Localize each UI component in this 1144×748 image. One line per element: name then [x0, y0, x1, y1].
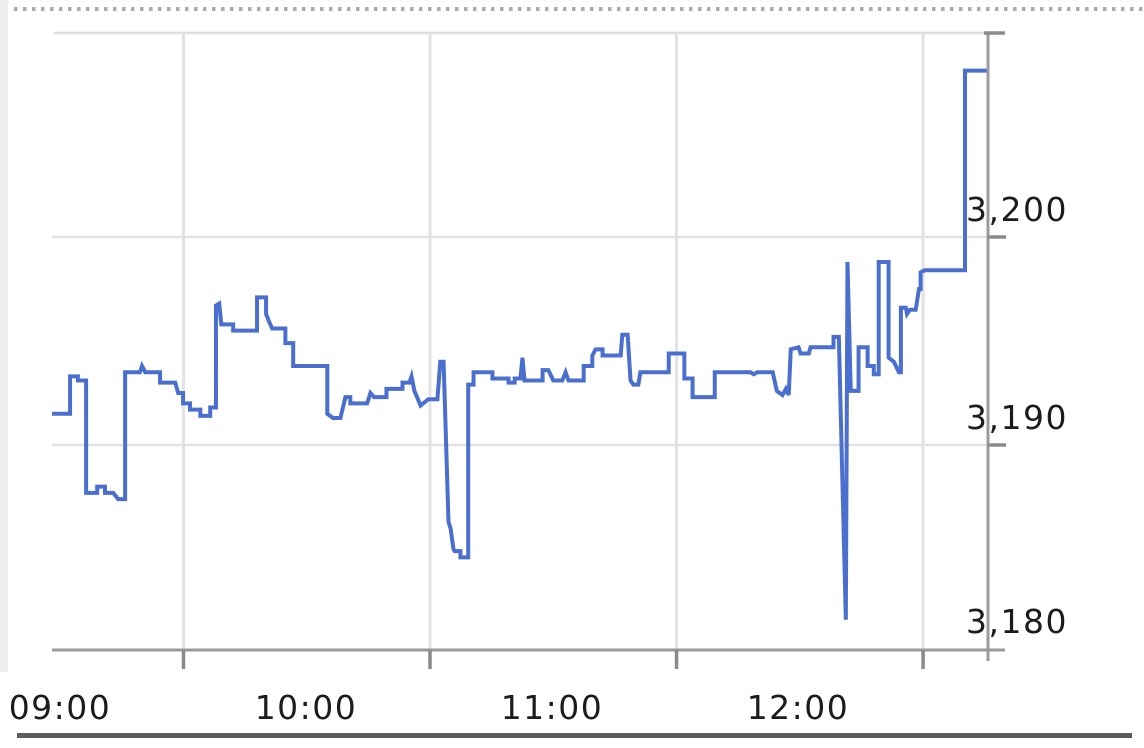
y-axis-label-3190: 3,190: [966, 398, 1068, 437]
y-axis-label-3180: 3,180: [966, 602, 1068, 641]
x-axis-label-0900: 09:00: [8, 688, 112, 727]
x-axis-label-1000: 10:00: [254, 688, 358, 727]
bottom-thick-rule: [17, 733, 1132, 738]
price-line: [52, 68, 988, 620]
left-edge-strip: [0, 0, 8, 672]
x-axis-label-1100: 11:00: [500, 688, 604, 727]
dotted-separator-line: [14, 7, 1144, 11]
y-axis-label-3200: 3,200: [966, 190, 1068, 229]
x-axis-label-1200: 12:00: [746, 688, 850, 727]
